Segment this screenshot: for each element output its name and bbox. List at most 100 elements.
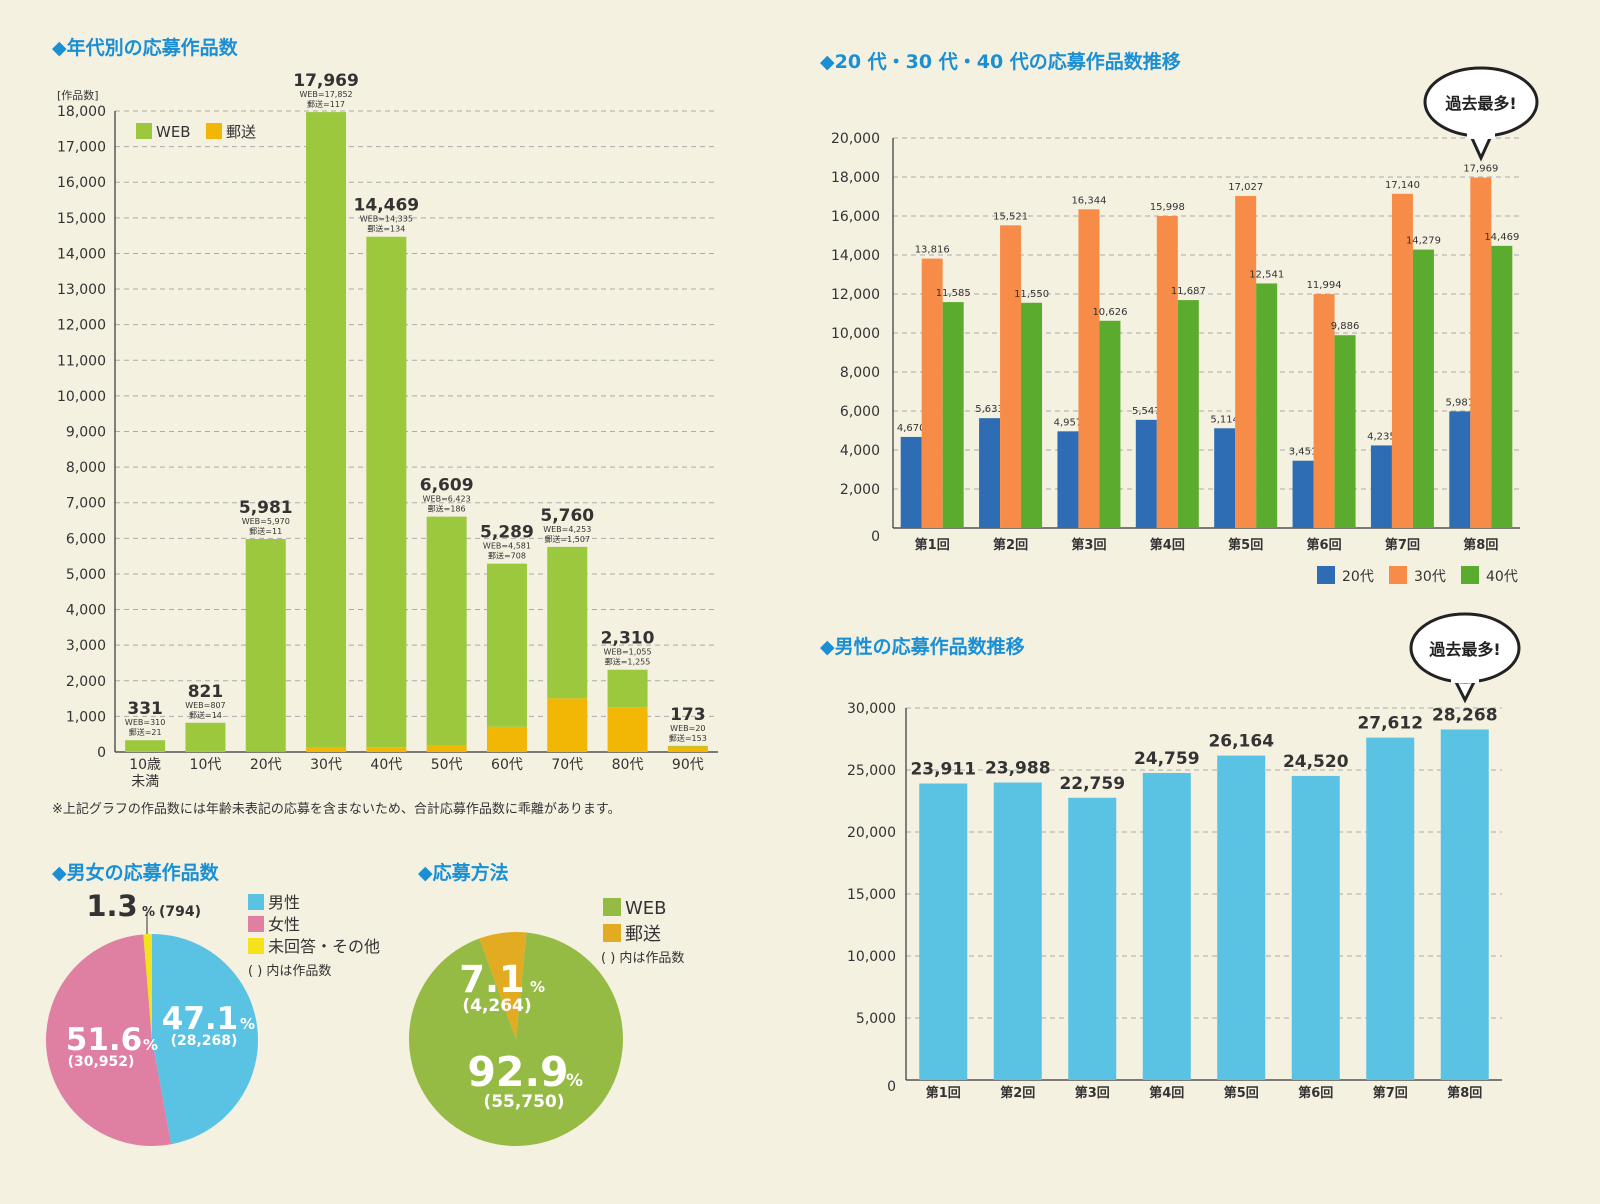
pie-slice-郵送 [479,932,527,1039]
mail-value-label: 郵送=186 [428,504,466,514]
bar-30代 [1078,209,1100,529]
x-tick-label: 第4回 [1149,1085,1184,1101]
bar-male [993,782,1042,1080]
y-tick-label: 17,000 [57,140,106,156]
y-tick-label: 5,000 [856,1011,896,1027]
legend-swatch [1461,566,1479,584]
slice-count-label: (28,268) [171,1033,238,1049]
y-axis-label: [作品数] [57,89,99,102]
bar-mail [306,747,347,752]
bar-value-label: 14,279 [1406,236,1441,247]
bar-web [667,745,708,747]
y-tick-label: 16,000 [57,175,106,191]
bar-value-label: 9,886 [1331,321,1360,332]
y-tick-label: 12,000 [831,287,880,303]
legend-swatch-mail [206,123,222,139]
slice-pct-label: 47.1 [162,1001,239,1037]
x-tick-label: 第3回 [1071,537,1106,553]
mail-value-label: 郵送=134 [367,224,405,234]
y-tick-label: 4,000 [66,603,106,619]
bubble-joint [1451,674,1479,683]
bar-40代 [1491,245,1513,529]
bar-value-label: 5,114 [1210,414,1239,425]
bar-mail [366,747,407,752]
y-tick-label: 13,000 [57,282,106,298]
percent-sign: % [143,1036,158,1054]
bar-20代 [1135,419,1157,528]
y-tick-label: 10,000 [57,389,106,405]
x-tick-label: 70代 [551,757,583,773]
legend-label: 男性 [268,893,300,912]
y-tick-label: 6,000 [840,404,880,420]
percent-sign: % [240,1015,255,1033]
total-label: 331 [127,699,163,719]
y-tick-label: 2,000 [840,482,880,498]
bar-20代 [1057,431,1079,528]
legend-label: 40代 [1486,569,1518,585]
bar-web [486,563,527,727]
total-label: 5,760 [540,506,594,526]
method-chart-title: ◆応募方法 [418,861,509,884]
mail-value-label: 郵送=14 [189,710,222,720]
web-value-label: WEB=5,970 [242,517,290,526]
pie-slice-男性 [152,934,258,1145]
bar-value-label: 4,957 [1054,417,1083,428]
bar-20代 [1214,428,1236,528]
total-label: 17,969 [293,71,359,91]
bar-male [1366,737,1415,1080]
legend-swatch [1389,566,1407,584]
web-value-label: WEB=807 [185,701,225,710]
bar-40代 [1177,300,1199,528]
y-tick-label: 10,000 [831,326,880,342]
bar-30代 [921,258,943,528]
bar-web [607,669,648,708]
bar-value-label: 13,816 [915,245,950,256]
x-tick-label: 60代 [491,757,523,773]
bar-value-label: 11,550 [1014,289,1049,300]
x-tick-label: 30代 [310,757,342,773]
mail-value-label: 郵送=21 [129,727,162,737]
bar-20代 [1449,411,1471,528]
bar-40代 [1256,283,1278,528]
x-tick-label: 80代 [612,757,644,773]
bar-40代 [1412,249,1434,528]
bar-web [547,546,588,699]
legend-note: ( ) 内は作品数 [248,963,331,979]
bar-male [1440,729,1489,1080]
bar-mail [607,707,648,752]
web-value-label: WEB=6,423 [423,495,471,504]
y-tick-label: 15,000 [57,211,106,227]
x-tick-label: 第6回 [1307,537,1342,553]
bar-male [1291,775,1340,1080]
y-tick-label: 25,000 [847,763,896,779]
bar-value-label: 11,994 [1307,280,1342,291]
x-tick-label: 第8回 [1447,1085,1482,1101]
x-tick-label: 第8回 [1463,537,1498,553]
bar-value-label: 15,998 [1150,202,1185,213]
bar-mail [426,745,467,752]
bar-value-label: 5,547 [1132,406,1161,417]
legend-swatch [248,916,264,932]
y-tick-label: 15,000 [847,887,896,903]
bubble-text: 過去最多! [1444,94,1516,113]
legend-swatch [248,894,264,910]
legend-swatch [603,924,621,942]
trend-chart: ◆20 代・30 代・40 代の応募作品数推移 0 2,000 4,000 6,000 8… [820,50,1539,585]
x-tick-label: 50代 [431,757,463,773]
legend-label: 30代 [1414,569,1446,585]
bar-web [185,722,226,752]
bar-30代 [1470,177,1492,529]
y-tick-label: 30,000 [847,701,896,717]
x-tick-label: 10歳 [129,757,161,773]
legend-label: 女性 [268,915,300,934]
trend-chart-title: ◆20 代・30 代・40 代の応募作品数推移 [820,50,1181,73]
bar-value-label: 16,344 [1071,195,1106,206]
bar-value-label: 11,585 [936,288,971,299]
bar-web [125,740,166,752]
bar-30代 [1000,225,1022,528]
x-tick-label: 第3回 [1075,1085,1110,1101]
y-tick-label: 0 [887,1079,896,1095]
x-tick-label: 第6回 [1298,1085,1333,1101]
y-tick-label: 11,000 [57,353,106,369]
